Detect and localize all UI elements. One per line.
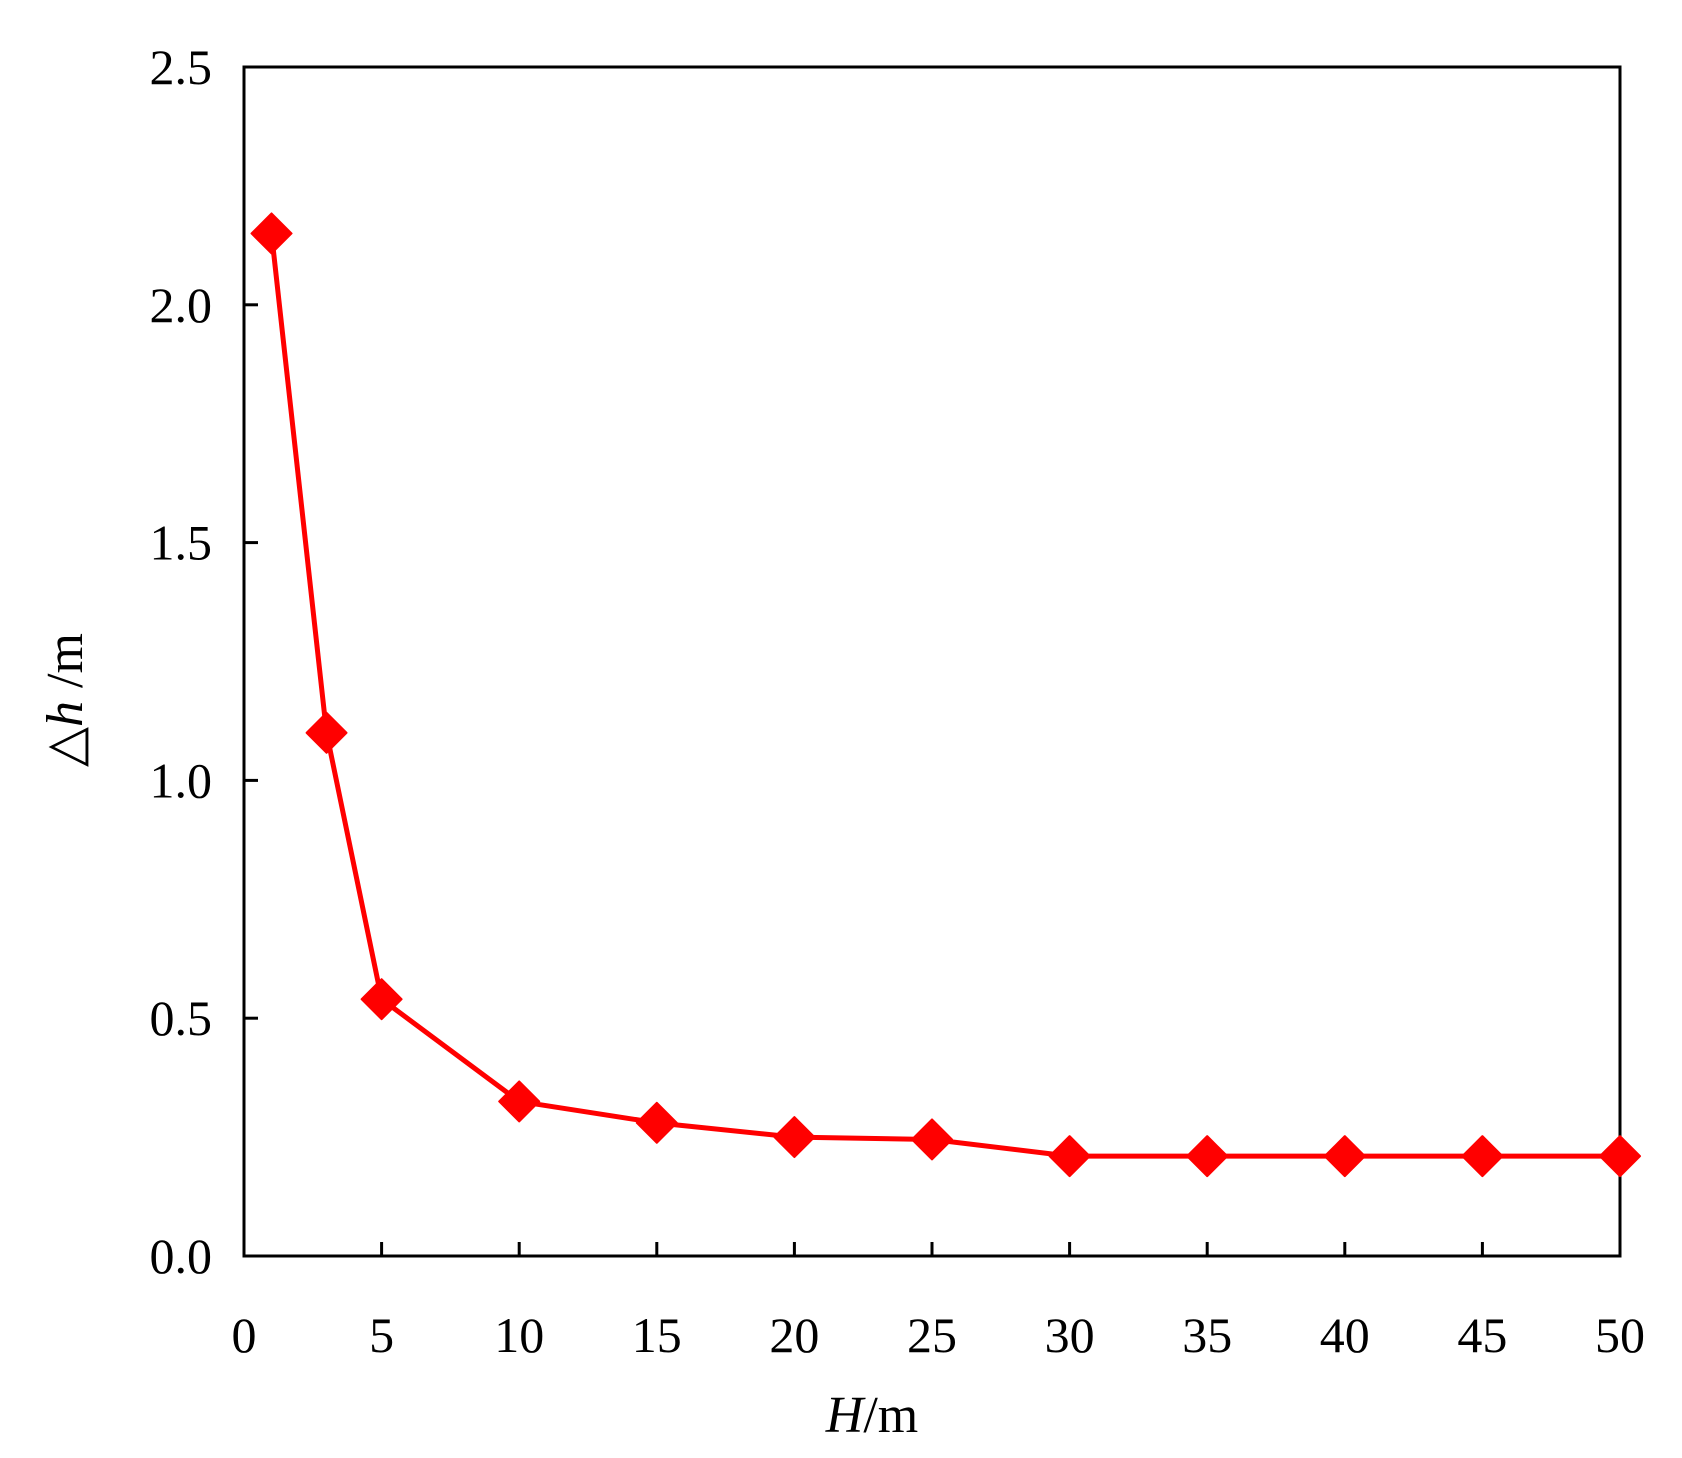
x-tick-label: 15 [632,1307,682,1363]
x-tick-label: 50 [1595,1307,1645,1363]
data-point-marker [773,1116,816,1159]
y-tick-label: 1.5 [150,515,213,571]
x-tick-label: 45 [1457,1307,1507,1363]
y-tick-label: 2.5 [150,39,213,95]
x-axis-title-var: H [825,1387,866,1444]
x-tick-label: 5 [369,1307,394,1363]
y-axis-ticks: 0.0 0.5 1.0 1.5 2.0 2.5 [150,39,258,1284]
x-tick-label: 10 [494,1307,544,1363]
x-tick-label: 20 [769,1307,819,1363]
x-axis-title-unit: /m [863,1387,918,1444]
data-point-marker [1048,1135,1091,1178]
x-tick-label: 40 [1320,1307,1370,1363]
data-point-marker [1599,1135,1641,1178]
data-point-marker [911,1118,953,1161]
x-tick-label: 0 [232,1307,257,1363]
y-axis-title: △h /m [37,633,94,767]
x-axis-ticks: 0 5 10 15 20 25 30 35 40 45 50 [232,1242,1645,1363]
x-axis-title: H/m [825,1387,918,1444]
data-point-marker [250,212,293,255]
data-point-marker [305,711,348,754]
data-point-marker [1461,1135,1504,1178]
y-tick-label: 2.0 [150,277,213,333]
x-tick-label: 25 [907,1307,957,1363]
series-layer [250,212,1641,1178]
data-point-marker [360,978,403,1021]
y-axis-title-var: △h [37,701,94,767]
y-axis-title-unit: /m [37,633,94,701]
y-tick-label: 1.0 [150,752,213,808]
data-point-marker [1186,1135,1229,1178]
series-line [269,233,1620,1159]
y-tick-label: 0.0 [150,1228,213,1284]
data-point-marker [635,1101,678,1144]
x-tick-label: 35 [1182,1307,1232,1363]
y-tick-label: 0.5 [150,990,213,1046]
data-point-marker [1323,1135,1366,1178]
data-point-marker [498,1080,541,1123]
x-tick-label: 30 [1045,1307,1095,1363]
plot-frame [242,65,1622,1258]
